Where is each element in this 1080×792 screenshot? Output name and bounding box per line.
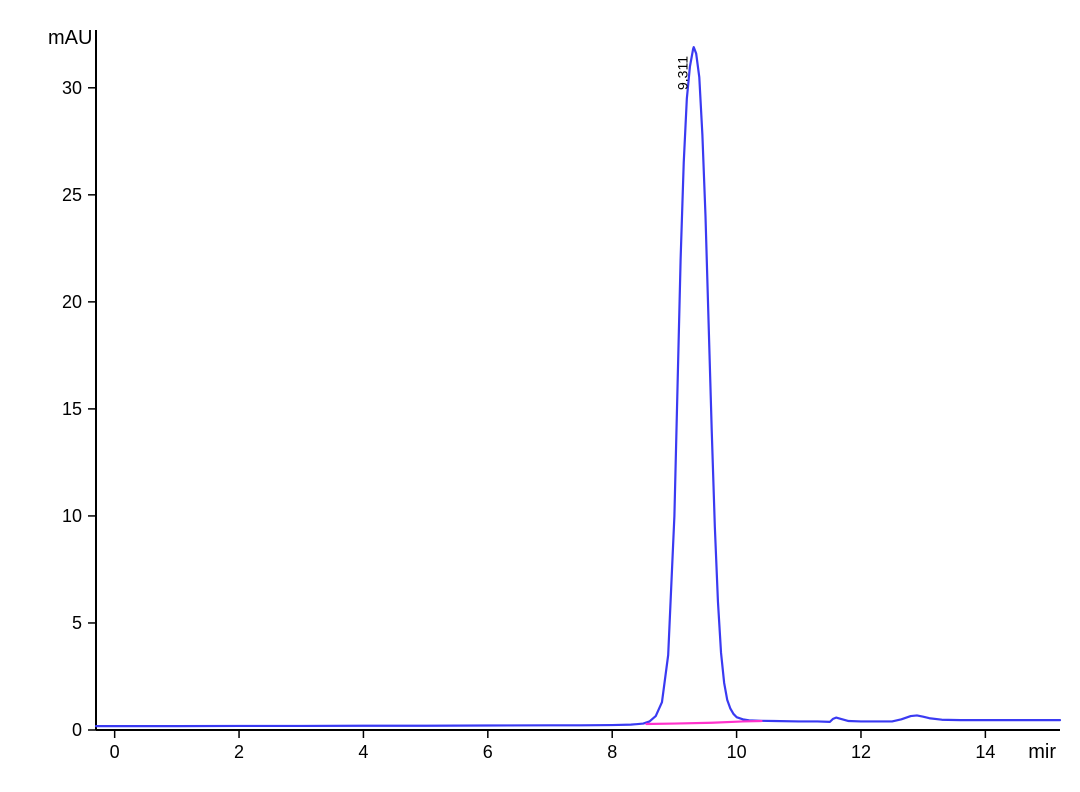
x-tick-label: 6 bbox=[483, 742, 493, 762]
chart-svg: 0 5 10 15 20 25 30 0 2 4 6 8 10 12 14 mAU mir 9.311 bbox=[0, 0, 1080, 792]
x-tick-label: 4 bbox=[358, 742, 368, 762]
x-tick-label: 10 bbox=[727, 742, 747, 762]
x-tick-label: 2 bbox=[234, 742, 244, 762]
y-tick-label: 15 bbox=[62, 399, 82, 419]
x-tick-label: 14 bbox=[975, 742, 995, 762]
y-tick-label: 10 bbox=[62, 506, 82, 526]
y-axis-label: mAU bbox=[48, 27, 92, 49]
x-tick-label: 0 bbox=[110, 742, 120, 762]
peak-label: 9.311 bbox=[675, 56, 691, 90]
y-tick-label: 25 bbox=[62, 185, 82, 205]
x-tick-label: 12 bbox=[851, 742, 871, 762]
y-tick-label: 30 bbox=[62, 78, 82, 98]
y-tick-label: 5 bbox=[72, 613, 82, 633]
y-tick-label: 20 bbox=[62, 292, 82, 312]
x-axis-label: mir bbox=[1028, 741, 1056, 763]
x-tick-label: 8 bbox=[607, 742, 617, 762]
y-tick-label: 0 bbox=[72, 720, 82, 740]
chromatogram-chart: 0 5 10 15 20 25 30 0 2 4 6 8 10 12 14 mAU mir 9.311 bbox=[0, 0, 1080, 792]
